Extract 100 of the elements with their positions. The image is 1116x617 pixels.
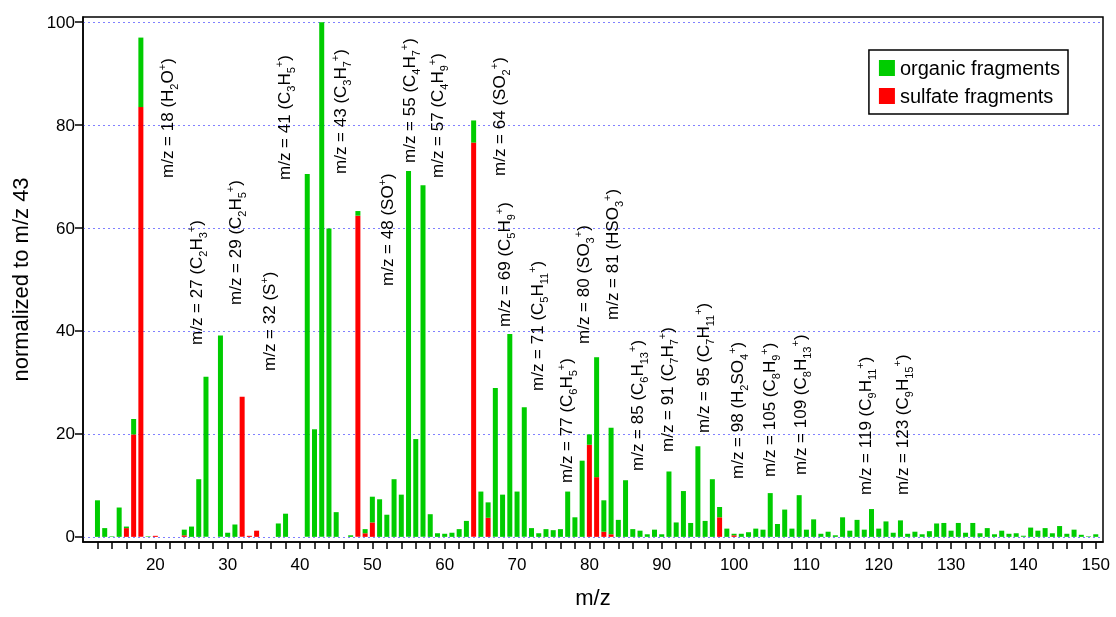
bar [709,479,715,537]
bar [738,533,744,537]
bar [521,407,527,537]
bar [680,491,686,537]
bar [369,496,375,523]
bar [854,519,860,537]
bar [840,517,846,537]
legend-label: organic fragments [899,57,1060,79]
bar [673,522,679,537]
bar [1093,534,1099,537]
bar [131,418,137,435]
bar [536,533,542,537]
bar [355,211,361,216]
bar [608,427,614,535]
bar [500,494,506,537]
bar [724,528,730,537]
x-tick-label: 50 [362,555,382,574]
bar [123,528,129,537]
bar [471,142,477,537]
bar [760,529,766,537]
bar [963,532,969,537]
y-tick-label: 80 [56,115,75,135]
bar [774,523,780,537]
bar [138,37,144,108]
bar [1028,527,1034,537]
bar [803,529,809,537]
bar [138,107,144,537]
bar [847,530,853,537]
bar [398,494,404,537]
bar [427,514,433,537]
bar [948,530,954,537]
bar [203,376,209,537]
bar [984,528,990,537]
x-tick-label: 40 [290,555,310,574]
bar [543,529,549,537]
bar [377,499,383,537]
bar [876,528,882,537]
bar [594,477,600,537]
bar [955,522,961,537]
bar [557,529,563,537]
bar [919,534,925,537]
bar [239,396,245,537]
bar [688,522,694,537]
bar [369,522,375,537]
bar [550,530,556,537]
bar [926,531,932,537]
bar [825,531,831,537]
bar [883,521,889,537]
bar [189,526,195,537]
y-tick-label: 0 [65,527,75,547]
bar [131,434,137,537]
x-tick-label: 100 [719,555,749,574]
bar [861,529,867,537]
bar [391,479,397,537]
bar [333,512,339,537]
x-tick-label: 140 [1009,555,1038,574]
bar [463,520,469,537]
bar [275,523,281,537]
bar [225,532,231,537]
bar [912,531,918,537]
bar [818,533,824,537]
y-tick-label: 20 [56,424,75,444]
bar [659,534,665,537]
bar [1042,528,1048,537]
bar [717,507,723,518]
bar [999,530,1005,537]
x-tick-label: 120 [864,555,893,574]
bar [789,528,795,537]
bar [601,531,607,537]
bar [970,522,976,537]
bar [1064,533,1070,537]
bar [746,532,752,537]
bar [897,520,903,537]
bar [782,509,788,537]
bar [102,528,108,537]
bar [319,22,325,537]
bar [471,120,477,143]
bar [702,520,708,537]
bar [478,491,484,537]
bar [572,517,578,537]
y-tick-label: 40 [56,321,75,341]
bar [232,524,238,537]
bar [594,357,600,478]
bar [753,528,759,537]
bar [196,479,202,537]
bar [767,493,773,537]
x-axis-title: m/z [575,584,611,610]
bar [507,334,513,537]
bar [485,502,491,518]
bar [637,530,643,537]
bar [651,529,657,537]
bar [991,534,997,537]
bar [413,439,419,537]
bar [644,534,650,537]
bar [1078,534,1084,537]
bar [529,528,535,537]
bar [514,491,520,537]
bar [1057,526,1063,537]
bar [1013,533,1019,537]
bar [934,523,940,537]
